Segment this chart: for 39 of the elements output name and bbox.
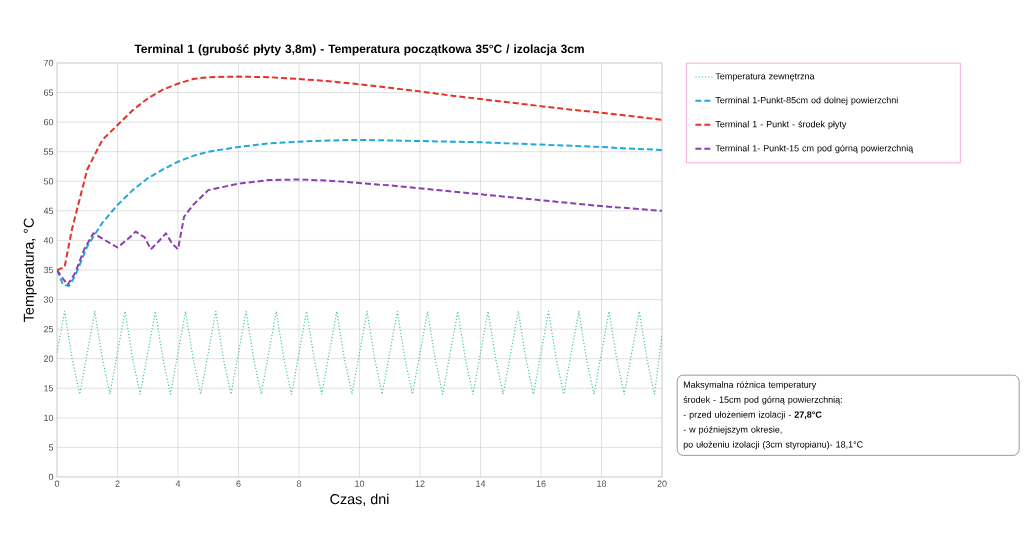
line-series	[57, 310, 663, 395]
y-tick-label: 35	[43, 266, 54, 274]
y-axis-title: Temperatura, °C	[23, 218, 37, 322]
y-tick-label: 5	[48, 444, 54, 451]
x-tick-label: 14	[476, 480, 486, 487]
y-tick-label: 25	[43, 325, 54, 333]
y-tick-label: 15	[44, 385, 54, 392]
x-tick-label: 12	[415, 480, 425, 487]
text: środek - 15cm pod górną powierzchnią:	[683, 396, 842, 405]
legend-label: Terminal 1 - Punkt - środek płyty	[715, 120, 847, 130]
text: Maksymalna różnica temperatury	[683, 381, 817, 390]
x-tick-label: 20	[657, 480, 667, 487]
y-tick-label: 60	[43, 118, 54, 126]
y-tick-label: 20	[43, 355, 54, 362]
x-tick-label: 10	[355, 480, 365, 487]
legend-label: Terminal 1-Punkt-85cm od dolnej powierzchni	[715, 96, 898, 106]
y-tick-label: 65	[43, 89, 54, 96]
y-tick-label: 55	[43, 148, 54, 155]
x-tick-label: 16	[536, 480, 546, 487]
y-tick-label: 30	[43, 296, 54, 303]
text: po ułożeniu izolacji (3cm styropianu)- 18,1°C	[683, 441, 863, 450]
text: - w późniejszym okresie,	[683, 425, 782, 435]
y-tick-label: 10	[44, 414, 54, 422]
y-tick-label: 40	[43, 237, 54, 244]
y-tick-label: 50	[43, 178, 54, 185]
x-tick-label: 18	[597, 480, 607, 487]
x-tick-label: 0	[54, 480, 60, 487]
legend-label: Terminal 1- Punkt-15 cm pod górną powierzchnią	[715, 144, 914, 154]
chart-title: Terminal 1 (grubość płyty 3,8m) - Temperatura początkowa 35°C / izolacja 3cm	[134, 44, 584, 56]
x-tick-label: 2	[115, 480, 120, 487]
y-tick-label: 0	[48, 473, 54, 481]
x-tick-label: 4	[175, 480, 181, 487]
text: - przed ułożeniem izolacji - 27,8°C	[683, 411, 822, 420]
legend-label: Temperatura zewnętrzna	[715, 73, 815, 82]
y-tick-label: 70	[43, 59, 54, 67]
x-axis-title: Czas, dni	[330, 493, 389, 506]
x-tick-label: 8	[296, 480, 302, 487]
x-tick-label: 6	[236, 480, 241, 487]
y-tick-label: 45	[43, 207, 54, 214]
